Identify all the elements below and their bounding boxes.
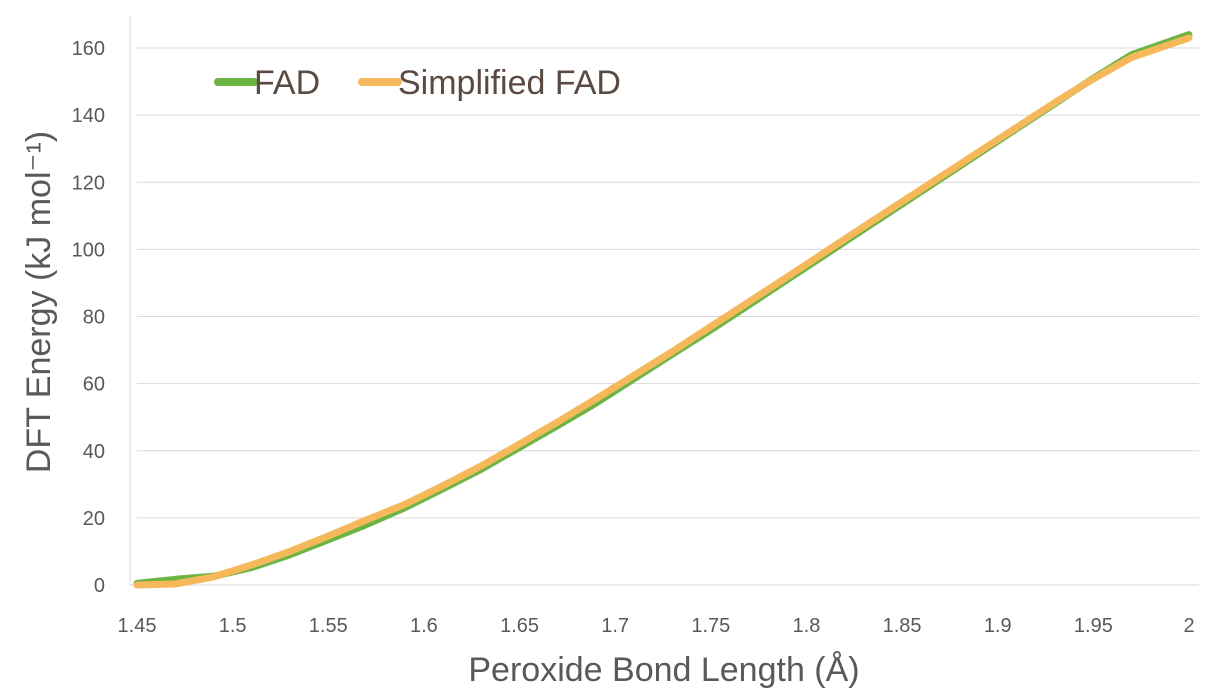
y-axis-label: DFT Energy (kJ mol⁻¹)	[20, 131, 58, 473]
x-tick-label: 1.75	[691, 615, 730, 637]
y-tick-labels: 0 20 40 60 80 100 120 140 160	[72, 38, 105, 597]
legend: FAD Simplified FAD	[214, 64, 621, 102]
y-tick-label: 20	[83, 508, 105, 530]
legend-label: Simplified FAD	[398, 64, 621, 102]
x-tick-label: 1.8	[793, 615, 821, 637]
x-tick-label: 1.65	[500, 615, 539, 637]
y-tick-label: 120	[72, 172, 105, 194]
y-tick-label: 80	[83, 307, 105, 329]
x-tick-label: 1.45	[118, 615, 157, 637]
series-lines	[133, 31, 1193, 589]
y-tick-label: 60	[83, 374, 105, 396]
series-line-simplified-fad	[133, 34, 1193, 589]
x-tick-label: 1.9	[984, 615, 1012, 637]
x-tick-label: 2	[1183, 615, 1194, 637]
x-tick-label: 1.85	[883, 615, 922, 637]
x-tick-labels: 1.45 1.5 1.55 1.6 1.65 1.7 1.75 1.8 1.85 1.9 1.95 2	[118, 615, 1195, 637]
x-axis-label: Peroxide Bond Length (Å)	[468, 651, 859, 689]
y-tick-label: 100	[72, 239, 105, 261]
y-tick-label: 40	[83, 441, 105, 463]
x-tick-label: 1.6	[410, 615, 438, 637]
y-tick-label: 0	[94, 575, 105, 597]
gridlines	[137, 47, 1199, 519]
x-tick-label: 1.5	[219, 615, 247, 637]
x-tick-label: 1.7	[601, 615, 629, 637]
axes	[129, 15, 1199, 586]
x-tick-label: 1.55	[309, 615, 348, 637]
legend-label: FAD	[254, 64, 320, 102]
y-tick-label: 140	[72, 105, 105, 127]
x-tick-label: 1.95	[1074, 615, 1113, 637]
y-tick-label: 160	[72, 38, 105, 60]
